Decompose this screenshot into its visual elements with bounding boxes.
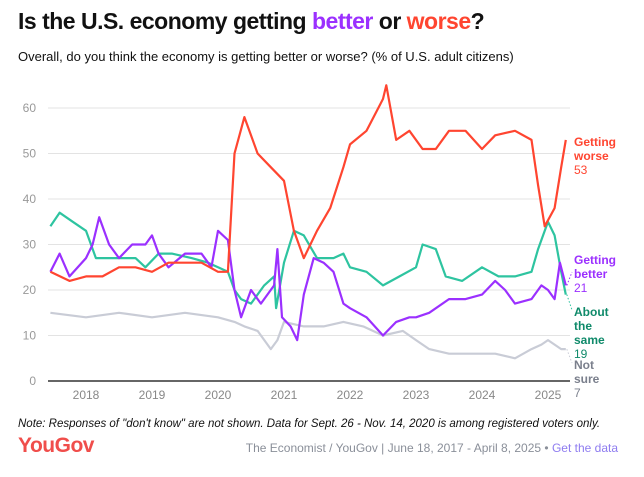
x-tick-label: 2023 bbox=[403, 388, 430, 402]
label-text: worse bbox=[574, 149, 609, 163]
label-better: Getting better 21 bbox=[574, 253, 616, 295]
x-tick-label: 2021 bbox=[271, 388, 298, 402]
label-value: 21 bbox=[574, 281, 588, 295]
x-tick-label: 2025 bbox=[535, 388, 562, 402]
label-text: better bbox=[574, 267, 608, 281]
label-text: Getting bbox=[574, 253, 616, 267]
separator: • bbox=[541, 441, 552, 455]
label-value: 53 bbox=[574, 163, 588, 177]
series-line-same bbox=[49, 211, 567, 310]
title-text: or bbox=[372, 8, 407, 34]
chart-subtitle: Overall, do you think the economy is get… bbox=[18, 49, 514, 64]
series-line-better bbox=[49, 216, 567, 342]
label-worse: Getting worse 53 bbox=[574, 135, 616, 177]
label-connector bbox=[566, 294, 573, 311]
x-tick-label: 2018 bbox=[73, 388, 100, 402]
chart-note: Note: Responses of "don't know" are not … bbox=[18, 418, 601, 430]
x-tick-label: 2020 bbox=[205, 388, 232, 402]
label-connector bbox=[566, 348, 573, 364]
series-line-not-sure bbox=[50, 311, 566, 360]
label-connector bbox=[566, 271, 573, 286]
get-the-data-link[interactable]: Get the data bbox=[551, 441, 618, 455]
label-text: same bbox=[574, 333, 605, 347]
y-tick-label: 60 bbox=[23, 101, 37, 115]
x-tick-label: 2024 bbox=[469, 388, 496, 402]
y-tick-label: 50 bbox=[23, 147, 37, 161]
label-text: Getting bbox=[574, 135, 616, 149]
x-tick-label: 2019 bbox=[139, 388, 166, 402]
label-value: 7 bbox=[574, 386, 581, 400]
source-text: The Economist / YouGov | June 18, 2017 -… bbox=[245, 441, 542, 455]
label-same: About the same 19 bbox=[574, 305, 609, 361]
source-line: The Economist / YouGov | June 18, 2017 -… bbox=[246, 441, 618, 455]
label-not-sure: Not sure 7 bbox=[574, 358, 599, 400]
label-value: 19 bbox=[574, 347, 588, 361]
label-text: sure bbox=[574, 372, 600, 386]
label-text: Not bbox=[574, 358, 594, 372]
x-tick-label: 2022 bbox=[337, 388, 364, 402]
y-tick-label: 30 bbox=[23, 238, 37, 252]
label-text: About bbox=[574, 305, 609, 319]
title-text: Is the U.S. economy getting bbox=[18, 8, 312, 34]
yougov-logo: YouGov bbox=[18, 434, 94, 457]
chart-title: Is the U.S. economy getting better or wo… bbox=[18, 8, 485, 35]
title-better: better bbox=[311, 8, 373, 34]
y-tick-label: 20 bbox=[23, 283, 37, 297]
y-tick-label: 40 bbox=[23, 192, 37, 206]
title-text: ? bbox=[470, 8, 485, 34]
title-worse: worse bbox=[406, 8, 471, 34]
y-tick-label: 0 bbox=[29, 374, 36, 388]
y-tick-label: 10 bbox=[23, 329, 37, 343]
series-line-worse bbox=[49, 84, 567, 282]
label-text: the bbox=[574, 319, 592, 333]
